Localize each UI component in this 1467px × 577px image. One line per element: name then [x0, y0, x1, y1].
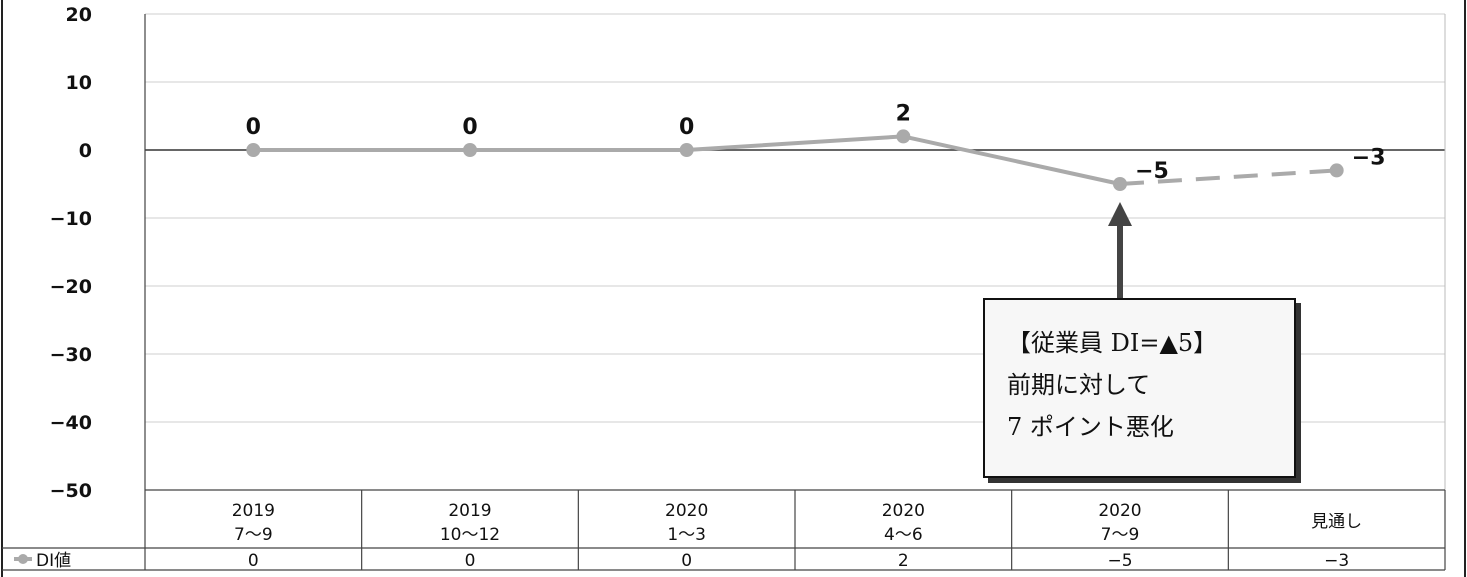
- data-point: [246, 143, 261, 157]
- y-axis-ticks: 20 10 0 −10 −20 −30 −40 −50: [50, 4, 92, 502]
- y-tick-label: −20: [50, 276, 92, 298]
- y-tick-label: −10: [50, 208, 92, 230]
- x-category-label-line2: 1〜3: [667, 525, 706, 545]
- data-table: 2019 7〜9 0 2019 10〜12 0 2020 1〜3 0 2020 4〜6 2 2020 7〜…: [2, 489, 1446, 571]
- data-point: [463, 143, 477, 157]
- x-category-label-line2: 7〜9: [1101, 525, 1140, 545]
- table-value: 0: [248, 551, 259, 571]
- legend-point-swatch: [18, 554, 28, 564]
- x-category-label-line1: 2020: [882, 501, 925, 521]
- x-category-label-line1: 2020: [665, 501, 708, 521]
- x-category-label-line2: 10〜12: [440, 525, 500, 545]
- x-category-label-line1: 2019: [448, 501, 491, 521]
- x-category-label-line1: 2019: [232, 501, 275, 521]
- table-value: 0: [465, 551, 476, 571]
- annotation-line-1: 【従業員 DI=▲5】: [1007, 329, 1218, 357]
- y-tick-label: −30: [50, 344, 92, 366]
- y-tick-label: 10: [66, 72, 92, 94]
- x-category-label-line1: 2020: [1098, 501, 1141, 521]
- y-tick-label: −50: [50, 480, 92, 502]
- annotation-line-3: 7 ポイント悪化: [1007, 413, 1174, 441]
- table-value: −3: [1324, 551, 1349, 571]
- data-point: [1113, 177, 1127, 191]
- y-tick-label: 20: [66, 4, 92, 26]
- data-label: −3: [1352, 145, 1386, 170]
- data-point: [679, 143, 694, 157]
- annotation-line-2: 前期に対して: [1007, 371, 1151, 399]
- x-category-label: 見通し: [1311, 512, 1362, 532]
- data-labels: 0 0 0 2 −5 −3: [246, 101, 1386, 184]
- legend-series-label: DI値: [36, 551, 71, 571]
- data-point: [896, 129, 911, 144]
- data-label: 0: [462, 115, 477, 140]
- data-label: 2: [896, 101, 911, 126]
- series-points: [246, 129, 1344, 191]
- data-label: 0: [679, 115, 694, 140]
- table-value: 2: [898, 551, 909, 571]
- y-tick-label: −40: [50, 412, 92, 434]
- annotation-arrow: [1108, 202, 1132, 305]
- table-value: −5: [1107, 551, 1132, 571]
- arrow-head: [1108, 202, 1132, 226]
- data-point: [1329, 163, 1344, 178]
- data-label: −5: [1135, 159, 1169, 184]
- series-line: [253, 134, 1337, 186]
- y-tick-label: 0: [79, 140, 92, 162]
- table-value: 0: [681, 551, 692, 571]
- x-category-label-line2: 7〜9: [234, 525, 273, 545]
- data-label: 0: [246, 115, 261, 140]
- annotation-callout: 【従業員 DI=▲5】 前期に対して 7 ポイント悪化: [983, 298, 1296, 478]
- x-category-label-line2: 4〜6: [884, 525, 923, 545]
